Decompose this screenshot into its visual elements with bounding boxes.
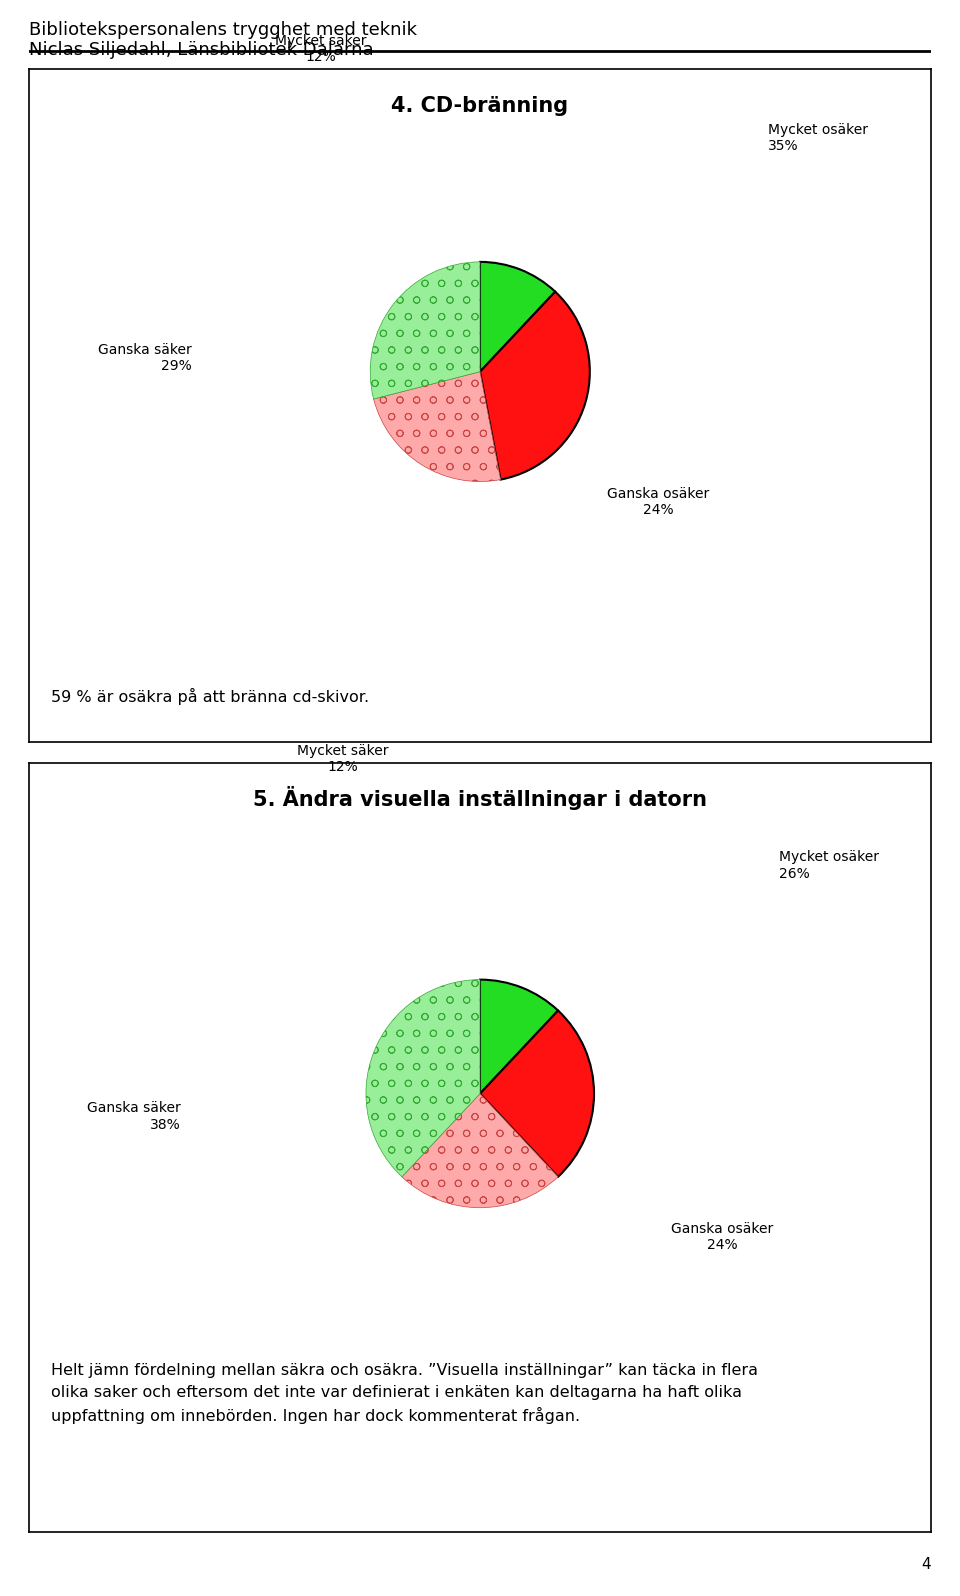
Wedge shape: [371, 262, 480, 399]
Text: Mycket säker
12%: Mycket säker 12%: [298, 744, 389, 774]
Text: Ganska säker
38%: Ganska säker 38%: [86, 1101, 180, 1132]
Wedge shape: [480, 1010, 594, 1176]
Wedge shape: [480, 980, 558, 1093]
Text: Mycket osäker
26%: Mycket osäker 26%: [780, 851, 879, 881]
Text: Mycket osäker
35%: Mycket osäker 35%: [768, 123, 868, 153]
Text: 4. CD-bränning: 4. CD-bränning: [392, 96, 568, 115]
Text: 4: 4: [922, 1558, 931, 1572]
Wedge shape: [402, 1093, 558, 1208]
Wedge shape: [373, 372, 500, 482]
Text: 59 % är osäkra på att bränna cd-skivor.: 59 % är osäkra på att bränna cd-skivor.: [52, 688, 370, 705]
Text: 5. Ändra visuella inställningar i datorn: 5. Ändra visuella inställningar i datorn: [253, 785, 707, 809]
Text: Ganska osäker
24%: Ganska osäker 24%: [671, 1223, 774, 1253]
Text: Bibliotekspersonalens trygghet med teknik: Bibliotekspersonalens trygghet med tekni…: [29, 21, 417, 38]
Wedge shape: [480, 292, 589, 479]
Wedge shape: [480, 262, 555, 372]
Text: Helt jämn fördelning mellan säkra och osäkra. ”Visuella inställningar” kan täcka: Helt jämn fördelning mellan säkra och os…: [52, 1363, 758, 1424]
Text: Ganska osäker
24%: Ganska osäker 24%: [608, 487, 709, 517]
Text: Niclas Siljedahl, Länsbibliotek Dalarna: Niclas Siljedahl, Länsbibliotek Dalarna: [29, 41, 373, 59]
Text: Mycket säker
12%: Mycket säker 12%: [275, 34, 367, 64]
Text: Ganska säker
29%: Ganska säker 29%: [98, 343, 192, 373]
Wedge shape: [366, 980, 480, 1176]
